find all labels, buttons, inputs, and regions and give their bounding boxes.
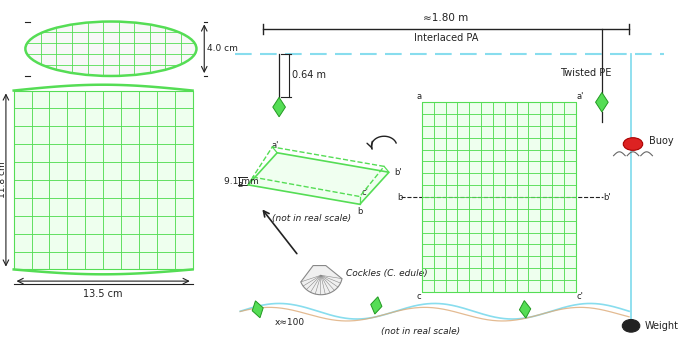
Text: 4.0 cm: 4.0 cm [207,44,238,53]
Ellipse shape [623,138,643,150]
Text: b': b' [394,168,402,177]
Text: 0.64 m: 0.64 m [291,71,326,81]
Bar [422,102,575,292]
Polygon shape [370,297,382,314]
Polygon shape [520,301,530,318]
Text: a': a' [272,141,279,150]
Text: 9.1 mm: 9.1 mm [223,177,259,186]
Text: (not in real scale): (not in real scale) [272,214,351,223]
Text: 11.8 cm: 11.8 cm [0,162,7,198]
Text: Cockles (C. edule): Cockles (C. edule) [346,269,428,278]
Polygon shape [273,97,285,117]
Text: 13.5 cm: 13.5 cm [83,289,123,299]
Text: a': a' [577,92,584,101]
Text: b: b [398,193,403,202]
Text: (not in real scale): (not in real scale) [381,327,460,336]
Text: a: a [416,92,422,101]
Text: a: a [238,180,243,189]
Text: Twisted PE: Twisted PE [560,68,611,78]
Polygon shape [596,93,608,112]
Text: c': c' [362,188,368,197]
Ellipse shape [25,22,197,76]
Polygon shape [252,301,264,318]
Polygon shape [248,153,389,204]
Text: ≈1.80 m: ≈1.80 m [423,13,469,23]
Bar [14,91,193,269]
Text: Weight: Weight [645,321,679,331]
Text: x≈100: x≈100 [274,318,304,327]
Text: c': c' [577,292,584,301]
Text: b': b' [603,193,610,202]
Polygon shape [301,266,342,295]
Text: b: b [357,207,362,216]
Text: Buoy: Buoy [648,136,674,146]
Text: c: c [416,292,421,301]
Ellipse shape [622,320,639,332]
Text: Interlaced PA: Interlaced PA [413,33,478,43]
